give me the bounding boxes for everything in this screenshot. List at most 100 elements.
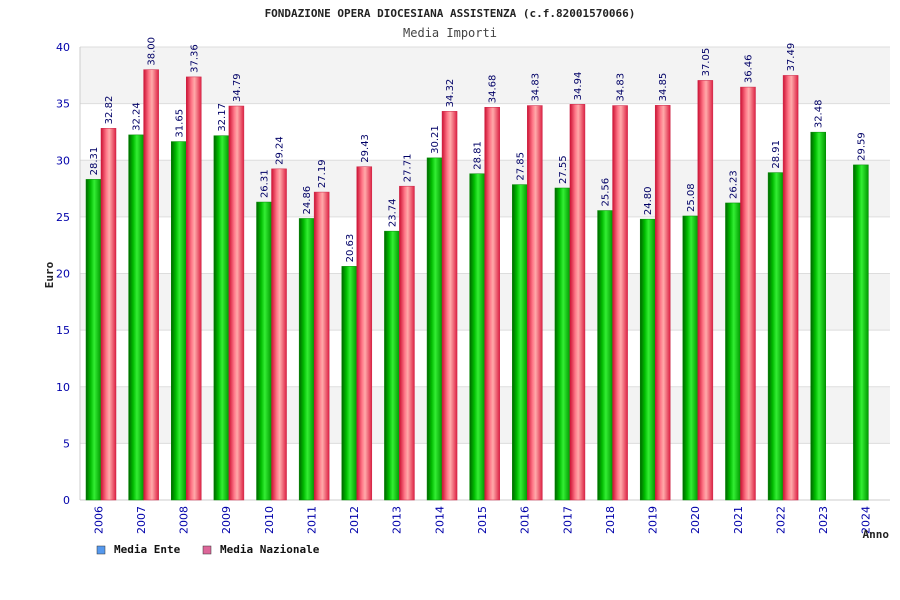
x-tick-label: 2014 [433,506,446,534]
x-axis-ticks: 2006 2007 2008 2009 2010 2011 2012 2013 2014 2015… [92,506,872,534]
value-label: 34.32 [445,79,456,108]
value-label: 25.08 [686,183,697,212]
value-label: 34.94 [573,72,584,101]
bar-media-nazionale-2017 [569,104,586,501]
value-label: 38.00 [147,37,158,66]
value-label: 28.81 [473,141,484,170]
bars [85,69,869,501]
x-tick-label: 2011 [305,506,318,534]
value-label: 34.68 [488,75,499,104]
value-label: 34.79 [232,73,243,102]
y-tick-label: 5 [63,437,70,450]
bar-media-ente-2017 [554,187,571,501]
x-tick-label: 2012 [348,506,361,534]
bar-media-nazionale-2019 [654,105,671,501]
value-label: 26.31 [260,169,271,198]
value-label: 24.80 [643,186,654,215]
bar-media-ente-2020 [682,215,699,501]
bar-media-nazionale-2016 [527,105,543,501]
value-label: 29.24 [275,136,286,165]
bar-media-ente-2013 [384,230,400,501]
bar-media-nazionale-2010 [271,168,287,501]
x-tick-label: 2020 [689,506,702,534]
value-label: 27.19 [317,159,328,188]
value-label: 29.43 [360,134,371,163]
x-axis-label: Anno [863,528,890,541]
value-label: 27.71 [402,154,413,183]
bar-media-ente-2011 [298,218,315,501]
bar-media-nazionale-2013 [399,185,415,501]
value-label: 34.83 [530,73,541,102]
value-label: 37.05 [701,48,712,77]
legend-swatch-media-nazionale [202,545,212,555]
bar-media-ente-2007 [128,134,144,501]
bar-media-nazionale-2020 [697,80,714,501]
bar-media-ente-2006 [85,179,102,501]
bar-media-nazionale-2011 [313,191,330,501]
x-tick-label: 2009 [220,506,233,534]
value-label: 25.56 [601,178,612,207]
x-tick-label: 2008 [178,506,191,534]
value-label: 27.85 [515,152,526,181]
x-tick-label: 2017 [561,506,574,534]
value-label: 32.82 [104,96,115,125]
y-tick-label: 40 [56,41,70,54]
x-tick-label: 2023 [817,506,830,534]
value-label: 29.59 [856,132,867,161]
chart-title: FONDAZIONE OPERA DIOCESIANA ASSISTENZA (… [265,7,636,20]
bar-media-nazionale-2018 [612,105,628,501]
x-tick-label: 2021 [732,506,745,534]
bar-media-nazionale-2015 [484,106,500,501]
value-label: 32.24 [132,102,143,131]
value-label: 20.63 [345,234,356,263]
bar-media-ente-2023 [810,131,826,501]
value-label: 32.17 [217,103,228,132]
value-labels: 28.31 32.82 32.24 38.00 31.65 37.36 32.17 34.79… [89,37,867,262]
value-label: 23.74 [387,199,398,228]
legend-label-media-ente: Media Ente [114,543,181,556]
bar-media-ente-2010 [256,201,272,501]
bar-media-ente-2024 [853,164,869,501]
value-label: 34.85 [658,73,669,102]
x-tick-label: 2018 [604,506,617,534]
bar-media-ente-2015 [469,173,485,501]
legend-label-media-nazionale: Media Nazionale [220,543,320,556]
bar-media-nazionale-2006 [100,128,117,501]
bar-media-nazionale-2021 [740,86,756,501]
x-tick-label: 2024 [860,506,873,534]
value-label: 34.83 [616,73,627,102]
x-tick-label: 2010 [263,506,276,534]
y-axis-label: Euro [43,261,56,288]
y-tick-label: 35 [56,98,70,111]
value-label: 37.49 [786,43,797,72]
value-label: 26.23 [728,170,739,199]
value-label: 36.46 [743,54,754,83]
y-tick-label: 10 [56,381,70,394]
value-label: 31.65 [174,109,185,138]
bar-media-nazionale-2009 [228,105,245,501]
bar-media-ente-2018 [597,210,613,501]
y-tick-label: 20 [56,268,70,281]
y-axis-ticks: 0 5 10 15 20 25 30 35 40 [56,41,70,507]
bar-media-nazionale-2007 [143,69,159,501]
bar-media-ente-2014 [426,157,443,501]
bar-media-nazionale-2012 [356,166,373,501]
x-tick-label: 2016 [519,506,532,534]
value-label: 28.31 [89,147,100,176]
bar-media-nazionale-2014 [441,111,458,501]
bar-media-ente-2008 [171,141,187,501]
bar-media-ente-2016 [512,184,528,501]
bar-media-ente-2009 [213,135,230,501]
x-tick-label: 2007 [135,506,148,534]
bar-media-nazionale-2008 [186,76,202,501]
bar-media-nazionale-2022 [782,75,799,501]
legend: Media Ente Media Nazionale [96,543,320,556]
value-label: 30.21 [430,125,441,154]
bar-media-ente-2019 [639,218,656,501]
bar-media-ente-2021 [725,202,741,501]
bar-media-ente-2022 [767,172,784,501]
value-label: 37.36 [189,44,200,73]
bar-media-ente-2012 [341,266,358,501]
y-tick-label: 30 [56,154,70,167]
